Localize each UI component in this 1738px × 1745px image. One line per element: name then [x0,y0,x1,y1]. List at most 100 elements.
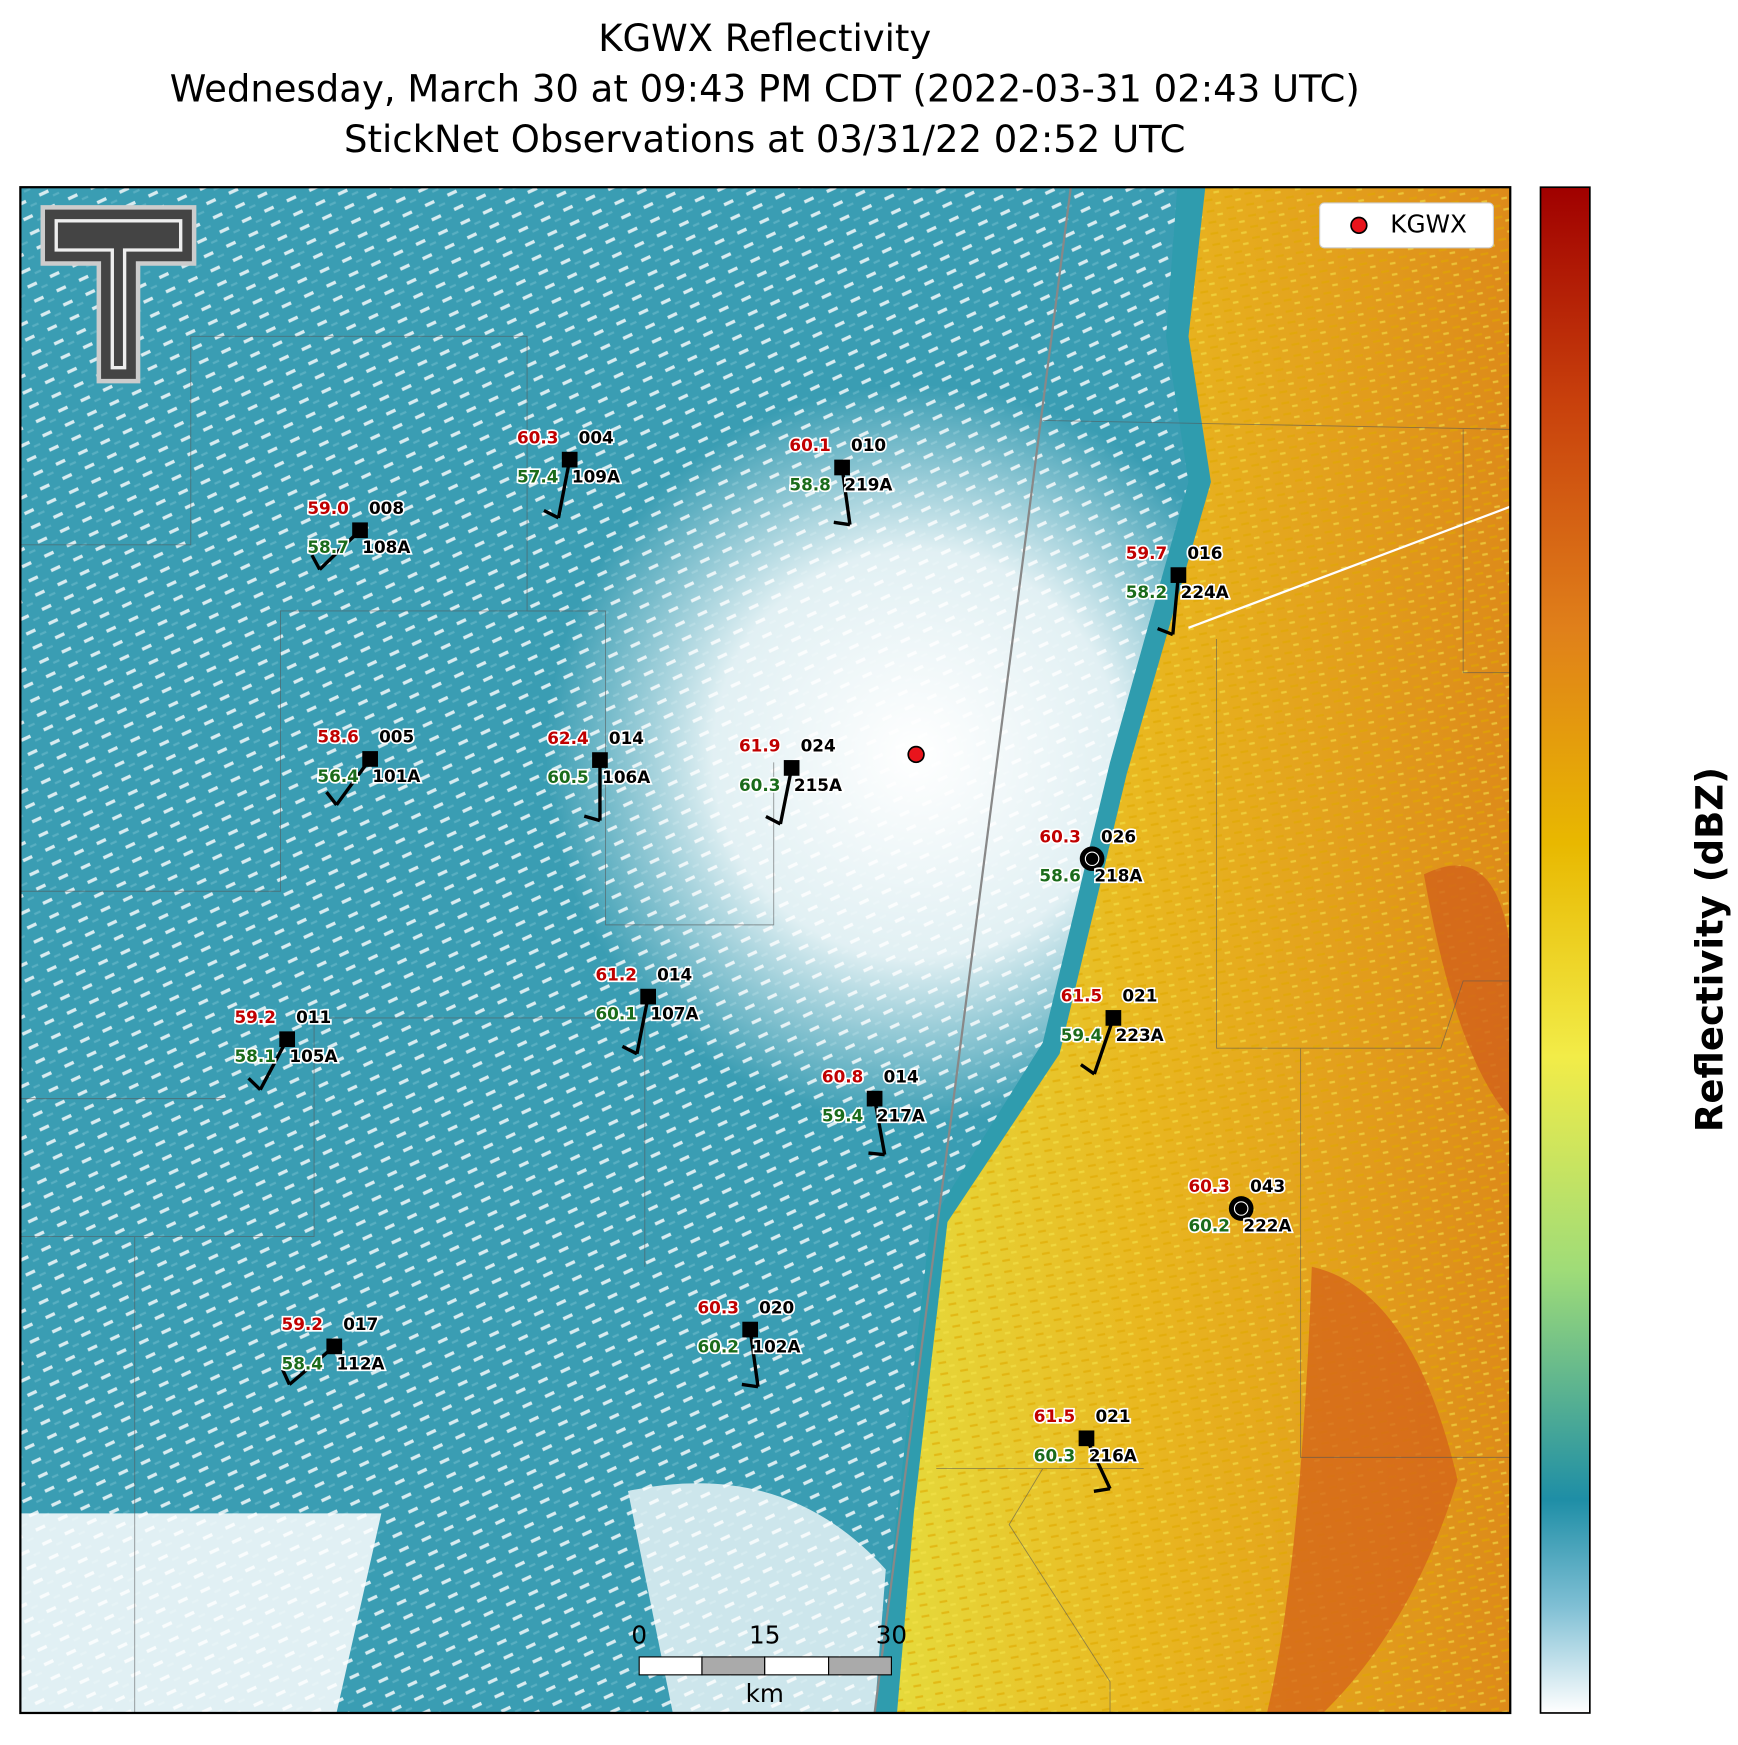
temperature: 59.2 [234,1007,275,1027]
station-id: 217A [877,1106,925,1126]
barb-feather [741,1382,759,1389]
wind-barb [1084,1437,1112,1490]
legend-label: KGWX [1390,209,1467,238]
barb-feather [543,509,560,520]
temperature: 62.4 [547,728,588,748]
colorbar: Reflectivity (dBZ) [1539,186,1732,1714]
temperature: 60.3 [517,427,558,447]
station-marker [1228,1196,1254,1221]
wind-barb [258,1038,289,1091]
wind-barb [556,459,572,519]
station-code: 016 [1187,543,1222,563]
title-line: Wednesday, March 30 at 09:43 PM CDT (202… [170,67,1360,110]
station-id: 219A [844,474,892,494]
station-marker [783,760,800,776]
station-marker [1170,567,1187,583]
colorbar-label: Reflectivity (dBZ) [1689,767,1732,1132]
dewpoint: 60.3 [739,775,780,795]
temperature: 59.7 [1126,543,1167,563]
barb-feather [281,1368,291,1386]
station-code: 021 [1095,1406,1130,1426]
scale-label: 15 [749,1621,780,1650]
station-marker [834,459,850,476]
station-marker [352,522,368,539]
wind-barb [1171,574,1181,635]
title-line: StickNet Observations at 03/31/22 02:52 … [344,118,1185,161]
station-id: 109A [572,467,620,487]
station-id: 215A [794,775,842,795]
temperature: 59.2 [282,1314,323,1334]
barb-feather [1156,627,1174,637]
scale-bar: 0 15 30 km [631,1621,907,1708]
station-marker [592,752,608,768]
station-marker [742,1321,759,1338]
station-marker [279,1031,296,1048]
legend-box [1319,202,1494,249]
station-marker [561,451,578,468]
station-code: 008 [369,498,404,518]
radar-site [907,745,925,764]
temperature: 60.3 [697,1297,738,1317]
dewpoint: 59.4 [1061,1025,1102,1045]
dewpoint: 60.3 [1034,1445,1075,1465]
temperature: 61.5 [1034,1406,1075,1426]
station-code: 011 [296,1007,331,1027]
station-id: 108A [362,537,410,557]
dewpoint: 60.2 [1189,1215,1230,1235]
station-code: 021 [1122,986,1157,1006]
scale-label: 0 [631,1621,647,1650]
legend: KGWX [1319,202,1494,249]
calm-ring [1084,851,1100,867]
dewpoint: 58.8 [789,474,830,494]
temperature: 61.9 [739,736,780,756]
station-code: 014 [884,1066,919,1086]
calm-ring [1233,1201,1249,1216]
station-code: 020 [759,1297,794,1317]
wind-barb [840,467,852,525]
station-code: 017 [343,1314,378,1334]
barb-feather [247,1077,262,1091]
wind-barb [748,1329,760,1387]
wind-barb [778,767,794,825]
title-line: KGWX Reflectivity [598,17,931,60]
barb-feather [833,520,851,527]
barb-feather [1079,1063,1096,1076]
wind-barb [1092,1017,1115,1075]
stations: 60.3 004 57.4 109A 60.1 010 58.8 219A 59.0 008 58.… [233,426,1293,1493]
temperature: 60.1 [789,435,830,455]
station-id: 224A [1181,582,1229,602]
station-id: 218A [1094,866,1142,886]
radar-image [20,187,1511,1713]
station-code: 043 [1250,1176,1285,1196]
station-code: 014 [657,964,692,984]
barb-feather [325,790,338,806]
station-marker [362,751,378,767]
station-id: 222A [1243,1215,1291,1235]
station-code: 014 [609,728,644,748]
barb-feather [621,1044,638,1056]
dewpoint: 58.1 [234,1046,275,1066]
temperature: 59.0 [307,498,348,518]
station-id: 216A [1089,1445,1137,1465]
station-marker [326,1338,343,1355]
station-id: 105A [289,1046,337,1066]
station-marker [1105,1010,1122,1026]
dewpoint: 60.2 [697,1337,738,1357]
station-code: 004 [579,427,614,447]
station-id: 107A [650,1004,698,1024]
logo [40,205,197,384]
legend-marker [1350,216,1368,235]
map-frame [19,186,1512,1715]
temperature: 60.3 [1039,826,1080,846]
temperature: 60.8 [822,1066,863,1086]
station-code: 026 [1101,826,1136,846]
station-marker [640,988,656,1005]
wind-barb [872,1098,887,1155]
temperature: 61.2 [595,964,636,984]
dewpoint: 58.2 [1126,582,1167,602]
barb-feather [310,554,322,571]
station-code: 024 [801,736,836,756]
dewpoint: 60.1 [595,1004,636,1024]
scale-unit: km [746,1679,784,1708]
